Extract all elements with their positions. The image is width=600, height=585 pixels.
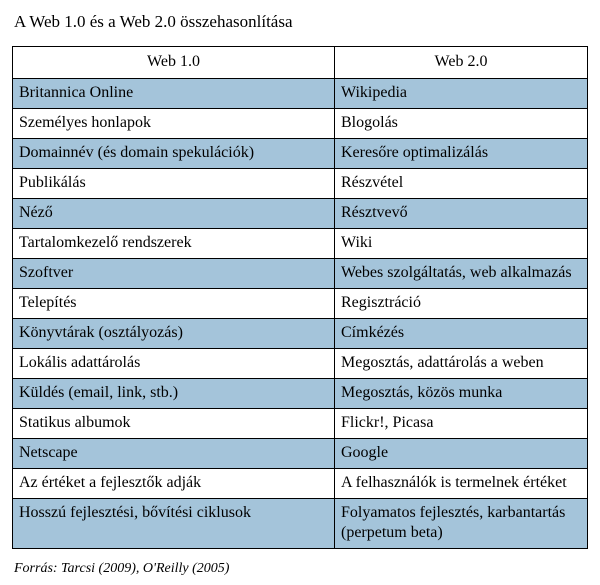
cell-web20: Folyamatos fejlesztés, karbantartás (per… bbox=[335, 499, 588, 549]
table-row: SzoftverWebes szolgáltatás, web alkalmaz… bbox=[13, 259, 588, 289]
cell-web20: Megosztás, adattárolás a weben bbox=[335, 349, 588, 379]
cell-web20: Résztvevő bbox=[335, 199, 588, 229]
page: A Web 1.0 és a Web 2.0 összehasonlítása … bbox=[0, 0, 600, 585]
cell-web20: Megosztás, közös munka bbox=[335, 379, 588, 409]
cell-web20: Blogolás bbox=[335, 109, 588, 139]
table-row: Tartalomkezelő rendszerekWiki bbox=[13, 229, 588, 259]
cell-web20: Google bbox=[335, 439, 588, 469]
cell-web10: Hosszú fejlesztési, bővítési ciklusok bbox=[13, 499, 335, 549]
table-row: Statikus albumokFlickr!, Picasa bbox=[13, 409, 588, 439]
cell-web20: Részvétel bbox=[335, 169, 588, 199]
cell-web20: Flickr!, Picasa bbox=[335, 409, 588, 439]
table-row: Az értéket a fejlesztők adjákA felhaszná… bbox=[13, 469, 588, 499]
table-row: TelepítésRegisztráció bbox=[13, 289, 588, 319]
cell-web10: Lokális adattárolás bbox=[13, 349, 335, 379]
table-row: Britannica OnlineWikipedia bbox=[13, 79, 588, 109]
table-row: Könyvtárak (osztályozás)Címkézés bbox=[13, 319, 588, 349]
table-row: Személyes honlapokBlogolás bbox=[13, 109, 588, 139]
table-row: NetscapeGoogle bbox=[13, 439, 588, 469]
cell-web10: Tartalomkezelő rendszerek bbox=[13, 229, 335, 259]
cell-web20: Keresőre optimalizálás bbox=[335, 139, 588, 169]
cell-web10: Küldés (email, link, stb.) bbox=[13, 379, 335, 409]
table-header-row: Web 1.0 Web 2.0 bbox=[13, 47, 588, 79]
cell-web10: Az értéket a fejlesztők adják bbox=[13, 469, 335, 499]
cell-web10: Telepítés bbox=[13, 289, 335, 319]
cell-web10: Domainnév (és domain spekulációk) bbox=[13, 139, 335, 169]
comparison-table: Web 1.0 Web 2.0 Britannica OnlineWikiped… bbox=[12, 46, 588, 549]
table-row: PublikálásRészvétel bbox=[13, 169, 588, 199]
col-header-web20: Web 2.0 bbox=[335, 47, 588, 79]
col-header-web10: Web 1.0 bbox=[13, 47, 335, 79]
table-row: Lokális adattárolásMegosztás, adattárolá… bbox=[13, 349, 588, 379]
cell-web10: Néző bbox=[13, 199, 335, 229]
cell-web10: Britannica Online bbox=[13, 79, 335, 109]
source-citation: Forrás: Tarcsi (2009), O'Reilly (2005) bbox=[14, 561, 588, 577]
cell-web10: Statikus albumok bbox=[13, 409, 335, 439]
cell-web10: Szoftver bbox=[13, 259, 335, 289]
table-row: Hosszú fejlesztési, bővítési ciklusokFol… bbox=[13, 499, 588, 549]
cell-web20: Regisztráció bbox=[335, 289, 588, 319]
cell-web20: Címkézés bbox=[335, 319, 588, 349]
page-title: A Web 1.0 és a Web 2.0 összehasonlítása bbox=[14, 12, 588, 32]
cell-web20: A felhasználók is termelnek értéket bbox=[335, 469, 588, 499]
cell-web10: Könyvtárak (osztályozás) bbox=[13, 319, 335, 349]
cell-web10: Netscape bbox=[13, 439, 335, 469]
table-row: NézőRésztvevő bbox=[13, 199, 588, 229]
table-row: Küldés (email, link, stb.)Megosztás, köz… bbox=[13, 379, 588, 409]
cell-web20: Wiki bbox=[335, 229, 588, 259]
cell-web10: Személyes honlapok bbox=[13, 109, 335, 139]
cell-web10: Publikálás bbox=[13, 169, 335, 199]
cell-web20: Webes szolgáltatás, web alkalmazás bbox=[335, 259, 588, 289]
cell-web20: Wikipedia bbox=[335, 79, 588, 109]
table-row: Domainnév (és domain spekulációk)Keresőr… bbox=[13, 139, 588, 169]
